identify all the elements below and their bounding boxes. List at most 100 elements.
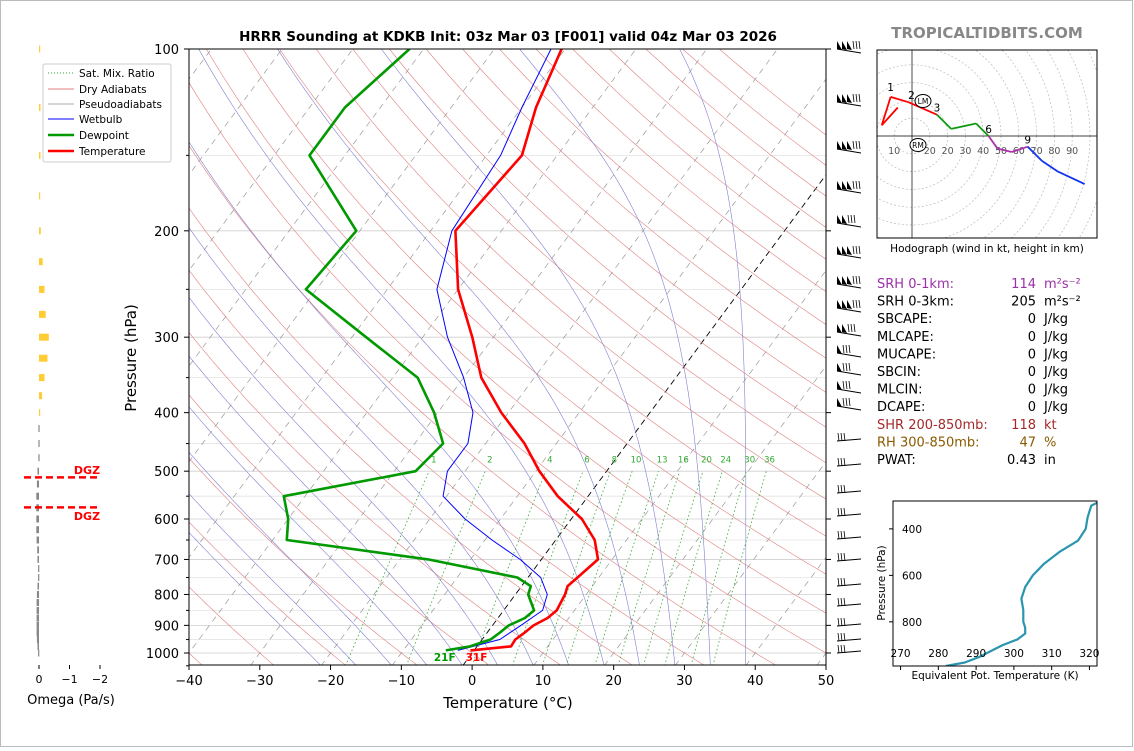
- mixing-ratio-line: [617, 471, 681, 665]
- barb-feather: [843, 484, 846, 494]
- mixing-ratio-label: 30: [744, 455, 755, 465]
- barb-flag: [847, 246, 852, 255]
- index-label: SBCIN:: [877, 365, 921, 380]
- omega-xlabel: Omega (Pa/s): [27, 693, 115, 708]
- omega-bar: [36, 492, 39, 500]
- wind-barb: [836, 40, 862, 54]
- isotherm-line: [189, 49, 637, 654]
- moist-adiabat: [679, 49, 747, 665]
- wind-barb: [836, 577, 862, 587]
- legend-label-wetbulb: Wetbulb: [79, 114, 123, 126]
- barb-feather: [852, 93, 855, 103]
- thetae-x-tick-label: 320: [1079, 648, 1099, 660]
- dgz-label-top: DGZ: [74, 464, 100, 477]
- barb-feather: [848, 344, 851, 354]
- wind-barb: [836, 484, 862, 494]
- skewt-legend: Sat. Mix. Ratio Dry Adiabats Pseudoadiab…: [42, 63, 172, 163]
- dry-adiabat: [499, 49, 826, 326]
- barb-feather: [843, 552, 846, 562]
- rm-marker: [909, 138, 927, 152]
- dry-adiabat: [189, 394, 490, 665]
- wind-barb: [836, 432, 862, 442]
- y-tick-label: 300: [154, 331, 179, 346]
- thetae-y-tick-label: 800: [902, 617, 922, 629]
- y-tick-label: 500: [154, 465, 179, 480]
- isotherm-line: [189, 49, 354, 272]
- barb-staff: [836, 623, 862, 627]
- barb-feather: [848, 397, 851, 407]
- hodograph-segment: [950, 122, 977, 130]
- index-label: MLCIN:: [877, 383, 922, 398]
- barb-feather: [852, 299, 855, 309]
- x-tick-label: 30: [676, 674, 693, 689]
- index-label: PWAT:: [877, 453, 916, 468]
- thetae-frame: [892, 500, 1098, 667]
- barb-feather: [843, 644, 846, 654]
- wind-barb: [836, 362, 862, 376]
- thetae-plot: [945, 501, 1097, 666]
- index-value: 0: [1028, 330, 1036, 345]
- index-value: 0: [1028, 312, 1036, 327]
- isotherm-line: [321, 49, 778, 665]
- barb-feather: [837, 644, 840, 654]
- y-tick-label: 800: [154, 588, 179, 603]
- barb-feather: [840, 597, 843, 607]
- omega-bar: [37, 642, 39, 650]
- hodograph-height-label: 1: [887, 82, 894, 94]
- thetae-x-tick-label: 300: [1004, 648, 1024, 660]
- isotherm-line: [189, 49, 283, 176]
- barb-feather: [840, 530, 843, 540]
- barb-feather: [840, 617, 843, 627]
- wind-barb: [836, 597, 862, 607]
- barb-flag: [837, 398, 842, 407]
- barb-feather: [855, 140, 858, 150]
- index-unit: m²s⁻²: [1044, 277, 1081, 292]
- barb-feather: [837, 597, 840, 607]
- omega-bar: [39, 392, 43, 400]
- wind-barb: [836, 530, 862, 540]
- hodograph-segment: [880, 96, 892, 126]
- omega-tick-label: 0: [36, 673, 43, 686]
- dry-adiabat: [389, 49, 826, 428]
- omega-bar: [37, 467, 39, 475]
- barb-feather: [837, 530, 840, 540]
- mixing-ratio-label: 36: [764, 455, 775, 465]
- wind-barb: [836, 457, 862, 467]
- mixing-ratio-label: 10: [631, 455, 642, 465]
- barb-flag: [842, 324, 847, 333]
- index-unit: J/kg: [1043, 365, 1068, 380]
- x-tick-label: 10: [535, 674, 552, 689]
- skewt-axis-ticks: −40 −30 −20 −10 0 10 20 30 40 50 100 200 300 400 500 60…: [146, 43, 834, 689]
- barb-feather: [843, 632, 846, 642]
- barb-feather: [852, 140, 855, 150]
- omega-tick-label: −2: [92, 673, 108, 686]
- skewt-grid: [189, 49, 826, 665]
- hodograph-segment: [1041, 160, 1059, 173]
- mixing-ratio-line: [690, 471, 747, 665]
- index-label: DCAPE:: [877, 400, 925, 415]
- thetae-panel: 270 280 290 300 310 320 400 600 800: [889, 501, 1099, 670]
- barb-feather: [842, 397, 845, 407]
- legend-box: [42, 63, 172, 163]
- wind-barb: [836, 180, 862, 194]
- barb-flag: [837, 181, 842, 190]
- index-unit: J/kg: [1043, 312, 1068, 327]
- barb-feather: [840, 632, 843, 642]
- barb-staff: [836, 513, 862, 517]
- omega-bar: [36, 599, 39, 606]
- barb-staff: [836, 638, 862, 642]
- omega-bar: [38, 454, 40, 462]
- omega-bar: [39, 192, 41, 200]
- index-value: 114: [1011, 277, 1036, 292]
- wind-barb: [836, 275, 862, 289]
- hodograph-segment: [890, 95, 909, 104]
- barb-feather: [858, 93, 861, 103]
- wind-barb: [836, 507, 862, 517]
- barb-feather: [848, 362, 851, 372]
- lm-marker: [914, 94, 932, 108]
- barb-feather: [843, 577, 846, 587]
- dewpoint-profile: [282, 49, 536, 652]
- mixing-ratio-line: [345, 471, 430, 665]
- omega-bar: [38, 649, 40, 657]
- barb-feather: [843, 597, 846, 607]
